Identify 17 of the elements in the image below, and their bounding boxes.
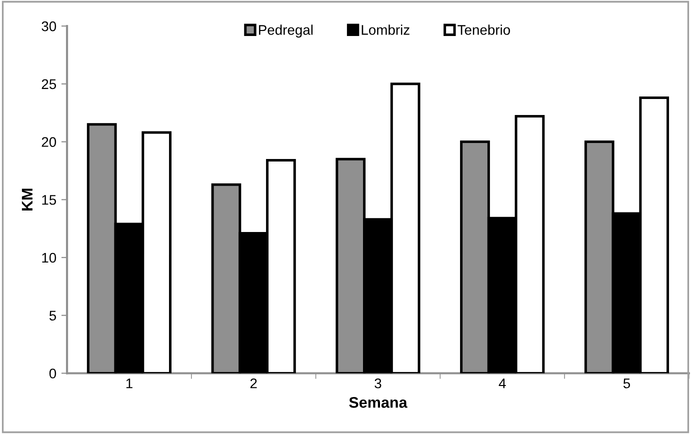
y-tick-label: 20 <box>42 137 56 147</box>
x-tick-label: 5 <box>623 378 630 388</box>
x-tick-label: 2 <box>250 378 257 388</box>
y-tick-label: 25 <box>42 79 56 90</box>
legend-label: Lombriz <box>362 24 410 35</box>
y-tick-label: 10 <box>42 252 56 263</box>
x-tick-label: 4 <box>498 378 506 388</box>
y-tick-label: 30 <box>42 21 56 32</box>
legend-label: Pedregal <box>259 24 313 38</box>
legend-label: Tenebrio <box>458 24 510 35</box>
x-axis-title: Semana <box>349 397 408 408</box>
x-tick-label: 1 <box>126 378 132 388</box>
y-tick-label: 0 <box>49 368 56 378</box>
y-axis-title: KM <box>22 188 32 210</box>
y-tick-label: 5 <box>49 310 56 321</box>
y-tick-label: 15 <box>42 195 56 205</box>
x-tick-label: 3 <box>374 378 382 388</box>
